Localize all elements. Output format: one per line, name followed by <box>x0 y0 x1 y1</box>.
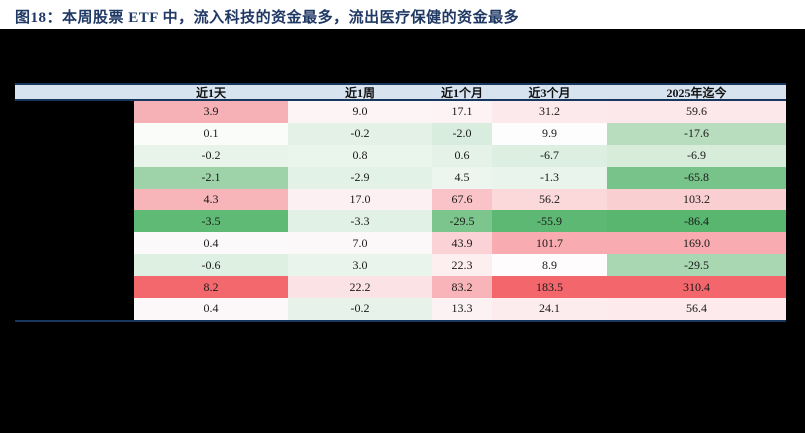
value-cell: -3.3 <box>288 210 432 233</box>
value-cell: -1.3 <box>492 166 607 189</box>
value-cell: 56.4 <box>607 298 786 320</box>
value-cell: -17.6 <box>607 122 786 145</box>
title-bar: 图18：本周股票 ETF 中，流入科技的资金最多，流出医疗保健的资金最多 <box>0 0 805 29</box>
value-cell: 0.1 <box>134 122 288 145</box>
value-cell: -0.2 <box>134 144 288 167</box>
row-label-redacted <box>15 254 134 277</box>
value-cell: 22.2 <box>288 276 432 299</box>
value-cell: 17.1 <box>432 101 492 123</box>
value-cell: 22.3 <box>432 254 492 277</box>
row-label-redacted <box>15 232 134 255</box>
value-cell: 169.0 <box>607 232 786 255</box>
value-cell: 103.2 <box>607 188 786 211</box>
value-cell: 310.4 <box>607 276 786 299</box>
value-cell: -2.1 <box>134 166 288 189</box>
value-cell: 183.5 <box>492 276 607 299</box>
table-row: 8.2 22.2 83.2 183.5 310.4 <box>15 276 786 299</box>
value-cell: 83.2 <box>432 276 492 299</box>
value-cell: -65.8 <box>607 166 786 189</box>
column-header-4: 近3个月 <box>528 85 571 100</box>
value-cell: 4.5 <box>432 166 492 189</box>
value-cell: -0.2 <box>288 298 432 320</box>
table-row: 0.1 -0.2 -2.0 9.9 -17.6 <box>15 122 786 145</box>
value-cell: -6.7 <box>492 144 607 167</box>
header-label-spacer <box>15 85 134 99</box>
value-cell: -2.9 <box>288 166 432 189</box>
value-cell: 67.6 <box>432 188 492 211</box>
table-row: 0.4 -0.2 13.3 24.1 56.4 <box>15 298 786 320</box>
table-row: 0.4 7.0 43.9 101.7 169.0 <box>15 232 786 255</box>
row-label-redacted <box>15 101 134 123</box>
row-label-redacted <box>15 276 134 299</box>
table-row: -3.5 -3.3 -29.5 -55.9 -86.4 <box>15 210 786 233</box>
value-cell: -0.2 <box>288 122 432 145</box>
value-cell: 56.2 <box>492 188 607 211</box>
table-row: 3.9 9.0 17.1 31.2 59.6 <box>15 101 786 123</box>
table-row: -2.1 -2.9 4.5 -1.3 -65.8 <box>15 166 786 189</box>
value-cell: -29.5 <box>607 254 786 277</box>
table-row: -0.2 0.8 0.6 -6.7 -6.9 <box>15 144 786 167</box>
value-cell: -3.5 <box>134 210 288 233</box>
value-cell: 9.0 <box>288 101 432 123</box>
etf-fund-flow-table: 近1天 近1周 近1个月 近3个月 2025年迄今 3.9 9.0 17.1 31.2 59.6… <box>15 83 786 322</box>
value-cell: 3.9 <box>134 101 288 123</box>
row-label-redacted <box>15 144 134 167</box>
row-label-redacted <box>15 298 134 320</box>
table-body: 3.9 9.0 17.1 31.2 59.6 0.1 -0.2 -2.0 9.9 -17.6 -0.… <box>15 101 786 320</box>
value-cell: 0.8 <box>288 144 432 167</box>
row-label-redacted <box>15 210 134 233</box>
value-cell: -29.5 <box>432 210 492 233</box>
row-label-redacted <box>15 122 134 145</box>
column-header-1: 近1天 <box>195 85 226 100</box>
value-cell: 0.4 <box>134 232 288 255</box>
column-header-5: 2025年迄今 <box>666 85 727 100</box>
table-row: -0.6 3.0 22.3 8.9 -29.5 <box>15 254 786 277</box>
row-label-redacted <box>15 188 134 211</box>
value-cell: 8.9 <box>492 254 607 277</box>
value-cell: -6.9 <box>607 144 786 167</box>
value-cell: 17.0 <box>288 188 432 211</box>
value-cell: 9.9 <box>492 122 607 145</box>
value-cell: -55.9 <box>492 210 607 233</box>
value-cell: 3.0 <box>288 254 432 277</box>
column-header-2: 近1周 <box>344 85 375 100</box>
value-cell: -2.0 <box>432 122 492 145</box>
value-cell: -0.6 <box>134 254 288 277</box>
table-header-row: 近1天 近1周 近1个月 近3个月 2025年迄今 <box>15 85 786 101</box>
value-cell: 31.2 <box>492 101 607 123</box>
value-cell: 4.3 <box>134 188 288 211</box>
value-cell: 59.6 <box>607 101 786 123</box>
value-cell: 0.6 <box>432 144 492 167</box>
value-cell: 13.3 <box>432 298 492 320</box>
column-header-3: 近1个月 <box>440 85 483 100</box>
table-row: 4.3 17.0 67.6 56.2 103.2 <box>15 188 786 211</box>
value-cell: 7.0 <box>288 232 432 255</box>
figure-title: 图18：本周股票 ETF 中，流入科技的资金最多，流出医疗保健的资金最多 <box>15 10 520 26</box>
value-cell: 43.9 <box>432 232 492 255</box>
value-cell: 101.7 <box>492 232 607 255</box>
value-cell: 24.1 <box>492 298 607 320</box>
value-cell: 0.4 <box>134 298 288 320</box>
value-cell: -86.4 <box>607 210 786 233</box>
row-label-redacted <box>15 166 134 189</box>
value-cell: 8.2 <box>134 276 288 299</box>
